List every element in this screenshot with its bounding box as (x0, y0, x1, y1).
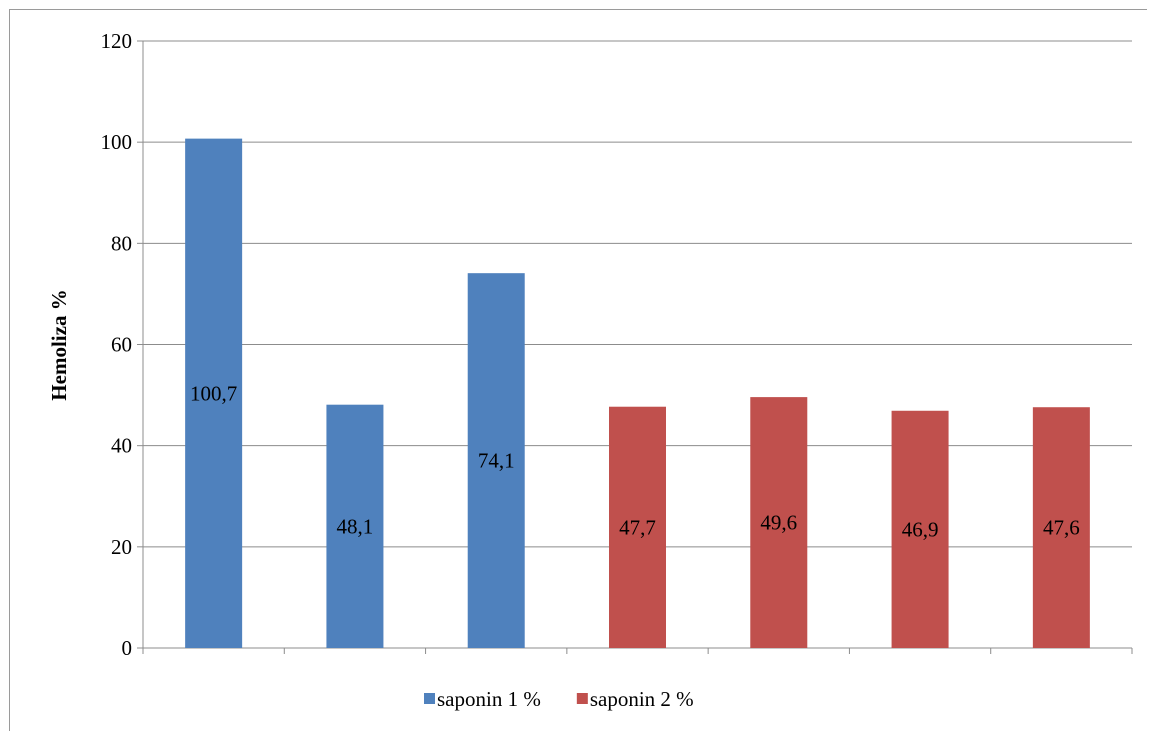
legend-label-2: saponin 2 % (590, 687, 694, 711)
bars (185, 138, 1090, 648)
axes: 0 20 40 60 80 100 120 (101, 29, 1133, 660)
data-labels: 100,7 48,1 74,1 47,7 49,6 46,9 47,6 (190, 381, 1080, 541)
legend-swatch-2 (576, 693, 588, 704)
bar-2-3 (891, 410, 949, 648)
y-tick-label: 40 (111, 434, 132, 458)
bar-2-2 (750, 397, 808, 648)
legend-swatch-1 (424, 693, 435, 704)
y-axis-label: Hemoliza % (47, 289, 71, 400)
bar-2-1 (609, 406, 666, 648)
bar-1-2 (326, 404, 384, 648)
y-tick-label: 60 (111, 333, 132, 357)
data-label: 74,1 (478, 449, 515, 473)
data-label: 100,7 (190, 381, 237, 405)
bar-1-1 (185, 138, 243, 648)
y-tick-label: 0 (122, 636, 133, 660)
bar-1-3 (467, 273, 525, 648)
data-label: 47,6 (1043, 516, 1080, 540)
data-label: 48,1 (337, 514, 374, 538)
y-tick-label: 80 (111, 231, 132, 255)
chart-frame (9, 9, 1147, 731)
bar-2-4 (1032, 407, 1090, 648)
y-tick-label: 120 (101, 29, 133, 53)
legend-label-1: saponin 1 % (437, 687, 541, 711)
data-label: 47,7 (619, 515, 656, 539)
y-tick-label: 100 (101, 130, 133, 154)
legend: saponin 1 % saponin 2 % (424, 687, 694, 711)
data-label: 49,6 (760, 511, 797, 535)
data-label: 46,9 (902, 517, 939, 541)
y-tick-label: 20 (111, 535, 132, 559)
